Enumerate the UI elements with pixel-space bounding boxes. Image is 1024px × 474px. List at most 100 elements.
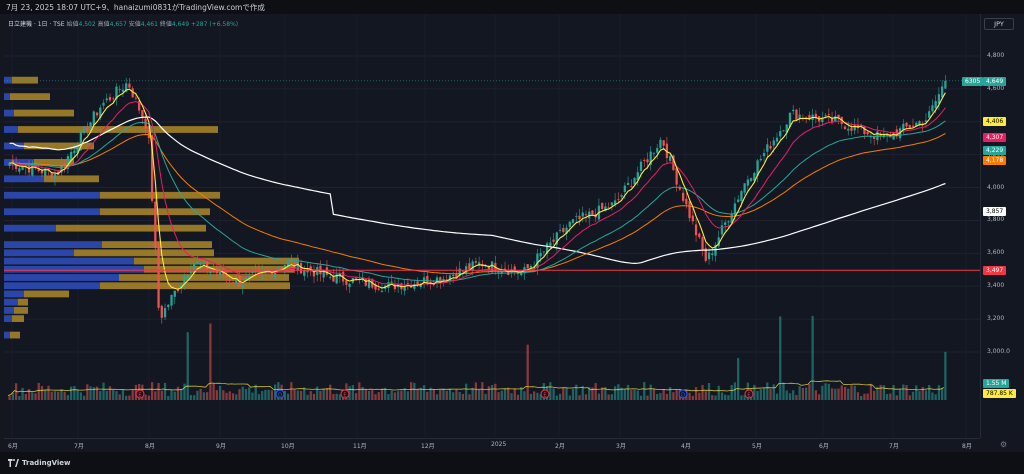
candle-body bbox=[53, 174, 57, 179]
candle-body bbox=[827, 114, 830, 115]
event-marker-circle bbox=[540, 389, 550, 399]
candle-body bbox=[720, 225, 724, 235]
volume-bar bbox=[941, 388, 944, 400]
volume-bar bbox=[698, 392, 701, 400]
candle-body bbox=[173, 290, 176, 297]
volume-bar bbox=[241, 386, 244, 400]
volume-bar bbox=[209, 323, 212, 400]
volume-bar bbox=[902, 384, 905, 400]
price-tick-label: 4,000 bbox=[987, 183, 1005, 191]
event-marker-earnings[interactable]: E bbox=[540, 389, 550, 399]
candle-body bbox=[665, 143, 669, 159]
volume-bar bbox=[228, 391, 231, 400]
open-value: 4,502 bbox=[78, 21, 96, 28]
volume-bar bbox=[471, 387, 474, 400]
volume-bar bbox=[601, 387, 604, 400]
candle-body bbox=[73, 150, 76, 154]
volume-bar bbox=[588, 387, 591, 400]
volume-bar bbox=[416, 388, 419, 400]
volume-profile-up-bar bbox=[4, 158, 34, 166]
candle-body bbox=[749, 178, 753, 181]
event-marker-label: E bbox=[343, 393, 346, 399]
volume-bar bbox=[238, 389, 241, 400]
candle-body bbox=[542, 251, 546, 253]
candle-body bbox=[131, 88, 134, 98]
volume-bar bbox=[105, 390, 108, 400]
currency-button[interactable]: JPY bbox=[984, 18, 1014, 30]
candle-body bbox=[235, 278, 238, 284]
candle-body bbox=[186, 274, 189, 280]
candle-body bbox=[439, 277, 442, 284]
candle-body bbox=[937, 94, 941, 104]
volume-bar bbox=[733, 382, 737, 400]
indicator-lines bbox=[4, 80, 980, 290]
candle-body bbox=[66, 156, 70, 169]
candle-body bbox=[222, 270, 225, 277]
volume-bar bbox=[160, 390, 163, 400]
high-label: 高値 bbox=[97, 21, 110, 28]
ema-short-line bbox=[9, 88, 946, 290]
volume-bar bbox=[358, 382, 361, 400]
candle-body bbox=[442, 278, 445, 281]
candle-body bbox=[89, 122, 92, 129]
candle-body bbox=[678, 186, 682, 190]
event-marker-earnings[interactable]: E bbox=[744, 389, 754, 399]
volume-bar bbox=[707, 383, 711, 400]
volume-bar bbox=[740, 395, 743, 400]
candle-body bbox=[604, 206, 607, 212]
candle-body bbox=[176, 289, 180, 292]
event-marker-dividend[interactable]: D bbox=[678, 389, 688, 399]
tradingview-brand[interactable]: TradingView bbox=[22, 459, 71, 467]
candle-body bbox=[102, 102, 105, 106]
price-tick-label: 4,600 bbox=[987, 84, 1005, 92]
time-tick-label: 2月 bbox=[555, 443, 565, 450]
time-axis[interactable] bbox=[4, 438, 980, 453]
time-tick-label: 6月 bbox=[8, 443, 18, 450]
volume-bar bbox=[264, 389, 267, 400]
volume-profile-down-bar bbox=[74, 249, 214, 257]
candle-body bbox=[377, 288, 380, 290]
volume-bar bbox=[199, 388, 202, 400]
volume-bar bbox=[202, 392, 206, 400]
tradingview-logo-icon[interactable] bbox=[8, 459, 19, 467]
candle-body bbox=[364, 279, 367, 286]
gear-icon[interactable]: ⚙ bbox=[1000, 440, 1008, 449]
volume-bar bbox=[458, 392, 461, 400]
volume-bar bbox=[924, 390, 928, 400]
volume-bar bbox=[50, 391, 53, 400]
candle-body bbox=[814, 113, 817, 118]
volume-bar bbox=[578, 395, 581, 400]
volume-bar bbox=[167, 395, 170, 400]
event-marker-earnings[interactable]: E bbox=[135, 389, 145, 399]
volume-bar bbox=[711, 395, 714, 400]
candle-body bbox=[707, 252, 711, 260]
candle-body bbox=[533, 265, 536, 267]
event-marker-earnings[interactable]: E bbox=[340, 389, 350, 399]
volume-bar bbox=[439, 389, 442, 400]
candle-body bbox=[316, 267, 319, 275]
event-marker-dividend[interactable]: D bbox=[275, 389, 285, 399]
volume-profile-up-bar bbox=[4, 109, 14, 117]
volume-profile-down-bar bbox=[12, 315, 24, 323]
volume-bar bbox=[251, 392, 254, 400]
candle-body bbox=[380, 290, 384, 292]
volume-bar bbox=[656, 393, 659, 400]
symbol-name[interactable]: 日立建機 · 1日 · TSE bbox=[8, 21, 65, 28]
candle-body bbox=[934, 100, 937, 109]
time-tick-label: 3月 bbox=[616, 443, 626, 450]
candle-body bbox=[183, 276, 186, 284]
volume-bar bbox=[604, 387, 607, 400]
volume-bar bbox=[487, 386, 490, 400]
volume-bar bbox=[422, 385, 426, 400]
candle-body bbox=[280, 267, 283, 269]
volume-bar bbox=[283, 390, 286, 400]
volume-bar bbox=[503, 388, 507, 400]
event-marker-circle bbox=[744, 389, 754, 399]
event-marker-label: D bbox=[681, 393, 685, 399]
candle-body bbox=[79, 131, 82, 151]
volume-bar bbox=[267, 389, 270, 400]
volume-bar bbox=[37, 382, 40, 400]
last-price-badge: 4,649 bbox=[983, 77, 1007, 86]
candle-body bbox=[607, 207, 610, 209]
